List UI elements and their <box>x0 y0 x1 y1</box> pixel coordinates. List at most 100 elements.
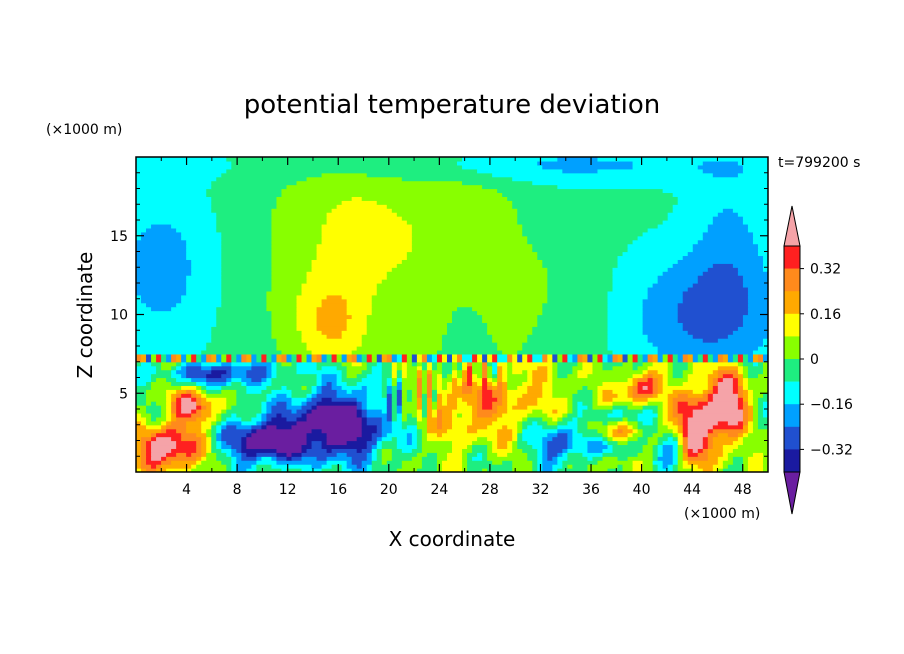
heatmap-cell <box>497 428 513 434</box>
heatmap-cell <box>687 401 699 406</box>
heatmap-cell <box>682 416 689 422</box>
heatmap-cell <box>752 361 759 367</box>
heatmap-cell <box>261 353 268 359</box>
heatmap-cell <box>406 424 418 430</box>
heatmap-cell <box>156 432 182 438</box>
heatmap-cell <box>136 464 142 469</box>
heatmap-cell <box>712 397 739 402</box>
heatmap-cell <box>687 432 709 438</box>
heatmap-cell <box>151 373 172 379</box>
heatmap-cell <box>431 385 438 390</box>
heatmap-cell <box>502 369 508 375</box>
heatmap-cell <box>637 436 649 442</box>
heatmap-cell <box>181 298 222 304</box>
heatmap-cell <box>667 369 674 375</box>
heatmap-cell <box>221 243 273 249</box>
heatmap-cell <box>567 397 573 402</box>
heatmap-cell <box>186 373 207 379</box>
heatmap-cell <box>446 456 463 461</box>
heatmap-cell <box>266 306 298 312</box>
heatmap-cell <box>472 416 498 422</box>
heatmap-cell <box>577 389 594 394</box>
heatmap-cell <box>221 251 273 257</box>
heatmap-cell <box>286 452 293 457</box>
heatmap-cell <box>396 440 408 446</box>
heatmap-cell <box>441 468 463 472</box>
heatmap-cell <box>707 389 714 394</box>
heatmap-cell <box>351 196 363 201</box>
heatmap-cell <box>487 436 498 442</box>
heatmap-cell <box>406 255 538 260</box>
heatmap-cell <box>176 361 182 367</box>
heatmap-cell <box>166 468 192 472</box>
heatmap-cell <box>512 460 533 465</box>
heatmap-cell <box>416 428 423 434</box>
heatmap-cell <box>421 365 428 371</box>
heatmap-cell <box>737 377 744 383</box>
heatmap-cell <box>542 310 609 316</box>
heatmap-cell <box>562 168 599 174</box>
heatmap-cell <box>156 464 162 469</box>
heatmap-cell <box>236 464 252 469</box>
heatmap-cell <box>206 405 212 410</box>
heatmap-cell <box>517 349 614 355</box>
heatmap-cell <box>446 326 488 331</box>
heatmap-cell <box>532 420 538 426</box>
heatmap-cell <box>161 357 167 363</box>
heatmap-cell <box>742 397 749 402</box>
heatmap-cell <box>286 393 293 398</box>
heatmap-cell <box>562 448 568 453</box>
heatmap-cell <box>752 235 768 241</box>
heatmap-cell <box>512 200 679 205</box>
heatmap-cell <box>171 365 177 371</box>
heatmap-cell <box>672 365 689 371</box>
heatmap-cell <box>251 377 262 383</box>
heatmap-cell <box>592 365 604 371</box>
heatmap-cell <box>707 448 724 453</box>
heatmap-cell <box>346 464 358 469</box>
heatmap-cell <box>722 448 734 453</box>
heatmap-cell <box>712 464 724 469</box>
heatmap-cell <box>487 456 528 461</box>
heatmap-cell <box>622 361 634 367</box>
heatmap-cell <box>737 271 768 276</box>
heatmap-cell <box>517 428 523 434</box>
heatmap-cell <box>742 216 768 221</box>
heatmap-cell <box>547 298 609 304</box>
heatmap-cell <box>532 180 768 186</box>
heatmap-cell <box>607 424 619 430</box>
heatmap-cell <box>396 361 403 367</box>
heatmap-cell <box>687 361 694 367</box>
heatmap-cell <box>652 389 659 394</box>
heatmap-cell <box>632 460 644 465</box>
heatmap-cell <box>642 460 654 465</box>
heatmap-cell <box>136 223 152 229</box>
heatmap-cell <box>592 397 599 402</box>
heatmap-cell <box>246 357 252 363</box>
heatmap-cell <box>597 389 604 394</box>
heatmap-cell <box>161 353 167 359</box>
x-tick-label: 8 <box>233 482 242 498</box>
heatmap-cell <box>652 342 764 347</box>
heatmap-cell <box>452 440 473 446</box>
heatmap-cell <box>166 405 172 410</box>
heatmap-cell <box>161 428 167 434</box>
heatmap-cell <box>446 322 488 327</box>
heatmap-cell <box>467 373 473 379</box>
heatmap-cell <box>331 357 338 363</box>
heatmap-cell <box>191 271 222 276</box>
heatmap-cell <box>351 314 368 320</box>
heatmap-cell <box>667 216 714 221</box>
heatmap-cell <box>702 353 709 359</box>
heatmap-cell <box>386 271 548 276</box>
heatmap-cell <box>161 420 167 426</box>
heatmap-cell <box>547 444 568 449</box>
heatmap-cell <box>146 444 152 449</box>
heatmap-cell <box>462 385 473 390</box>
heatmap-cell <box>146 456 152 461</box>
heatmap-cell <box>251 424 262 430</box>
heatmap-cell <box>567 420 578 426</box>
heatmap-cell <box>687 251 759 257</box>
heatmap-cell <box>226 440 242 446</box>
heatmap-cell <box>211 196 278 201</box>
